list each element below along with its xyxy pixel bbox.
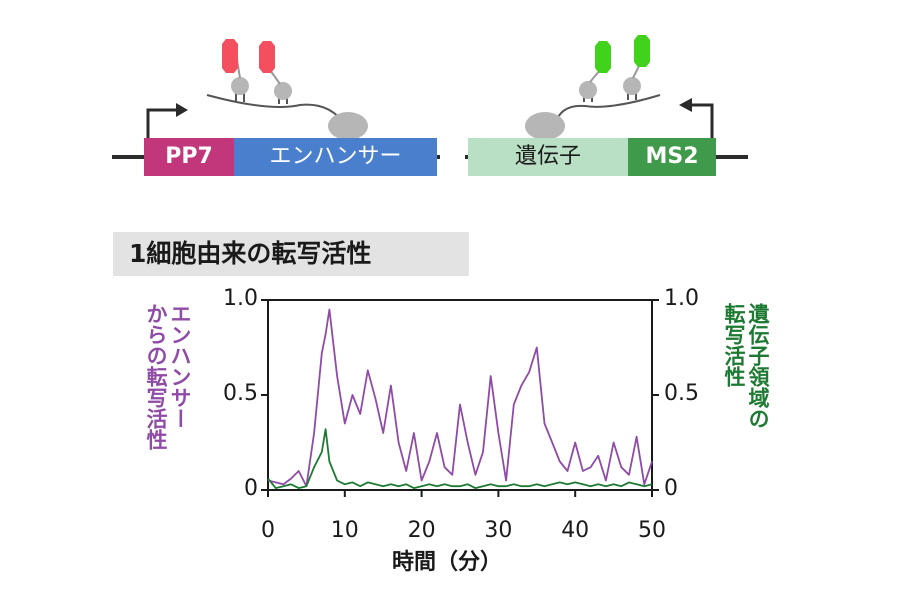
promoter-arrowhead-right [679, 98, 692, 112]
right-axis-label: 遺伝子領域の 転写活性 [722, 303, 770, 533]
left-axis-label-line-2: からの転写活性 [144, 303, 168, 450]
x-tick-label: 30 [484, 518, 513, 543]
gene-label: 遺伝子 [514, 144, 581, 169]
x-tick-label: 20 [407, 518, 436, 543]
pp7-label: PP7 [165, 144, 213, 169]
coat-protein-left-1 [231, 77, 249, 95]
rna-strand-right [554, 94, 661, 126]
y-tick-label-right: 1.0 [664, 286, 699, 311]
promoter-arrowhead-left [176, 103, 188, 117]
y-tick-label-left: 0 [244, 476, 258, 501]
coat-protein-left-2 [274, 82, 292, 100]
coat-protein-right-1 [579, 81, 597, 99]
polymerase-right [525, 112, 565, 140]
polymerase-left [328, 112, 368, 140]
coat-protein-right-2 [623, 77, 641, 95]
green-fluorescent-tag-2 [634, 35, 650, 67]
left-axis-label-line-1: エンハンサー [168, 303, 192, 429]
y-tick-label-right: 0 [664, 476, 678, 501]
right-axis-label-line-2: 転写活性 [722, 303, 746, 387]
pp7-box: PP7 [144, 138, 234, 176]
x-tick-label: 50 [638, 518, 666, 543]
y-tick-label-left: 1.0 [223, 286, 258, 311]
ms2-label: MS2 [645, 144, 699, 169]
x-axis-label: 時間（分） [392, 550, 503, 575]
left-axis-label: エンハンサー からの転写活性 [144, 303, 192, 533]
promoter-arrow-right [690, 103, 714, 138]
red-fluorescent-tag-2 [259, 41, 275, 73]
enhancer-box: エンハンサー [234, 138, 437, 176]
red-fluorescent-tag-1 [222, 39, 238, 73]
rna-strand-left [206, 94, 346, 126]
x-tick-label: 10 [330, 518, 359, 543]
right-axis-label-line-1: 遺伝子領域の [746, 303, 770, 429]
x-tick-label: 0 [261, 518, 275, 543]
ms2-box: MS2 [628, 138, 716, 176]
x-tick-label: 40 [561, 518, 590, 543]
section-title: 1細胞由来の転写活性 [113, 232, 469, 276]
promoter-arrow-left [146, 108, 178, 138]
y-tick-label-left: 0.5 [223, 381, 258, 406]
linker-left-2 [269, 69, 281, 85]
gene-box: 遺伝子 [468, 138, 628, 176]
green-fluorescent-tag-1 [595, 41, 611, 73]
y-tick-label-right: 0.5 [664, 381, 699, 406]
enhancer-label: エンハンサー [269, 144, 402, 169]
